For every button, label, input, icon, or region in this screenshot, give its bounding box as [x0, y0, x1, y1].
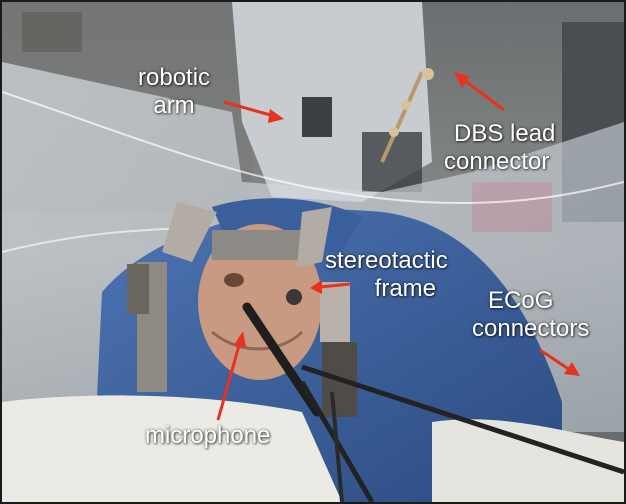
frame-top-bar: [212, 230, 302, 260]
arrow-robotic-arm: [223, 100, 284, 123]
arrow-ecog-connectors: [539, 348, 580, 376]
frame-right-pillar: [320, 282, 350, 342]
frame-right-post: [297, 207, 332, 267]
dbs-connector-2: [401, 100, 411, 110]
arrow-stereotactic-frame: [310, 280, 351, 294]
white-blanket: [2, 395, 342, 502]
patient-mouth: [224, 273, 244, 287]
arrow-microphone: [216, 331, 246, 421]
white-blanket-right: [432, 419, 624, 502]
robotic-arm-joint: [302, 97, 332, 137]
arrow-dbs-lead: [454, 72, 505, 112]
dbs-connector-1: [422, 68, 434, 80]
label-stereotactic-frame: stereotactic frame: [325, 247, 448, 302]
dbs-connector-3: [389, 127, 399, 137]
dbs-lead-rod: [380, 71, 424, 163]
mic-stand-boom: [301, 364, 624, 475]
label-robotic-arm: robotic arm: [138, 64, 211, 119]
frame-pin: [286, 289, 302, 305]
label-microphone: microphone: [145, 422, 271, 449]
microphone-body: [242, 302, 322, 417]
label-dbs-lead-connector: DBS lead connector: [444, 120, 556, 175]
frame-left-post: [162, 202, 217, 262]
wall-panel: [22, 12, 82, 52]
label-ecog-connectors: ECoG connectors: [472, 287, 590, 342]
